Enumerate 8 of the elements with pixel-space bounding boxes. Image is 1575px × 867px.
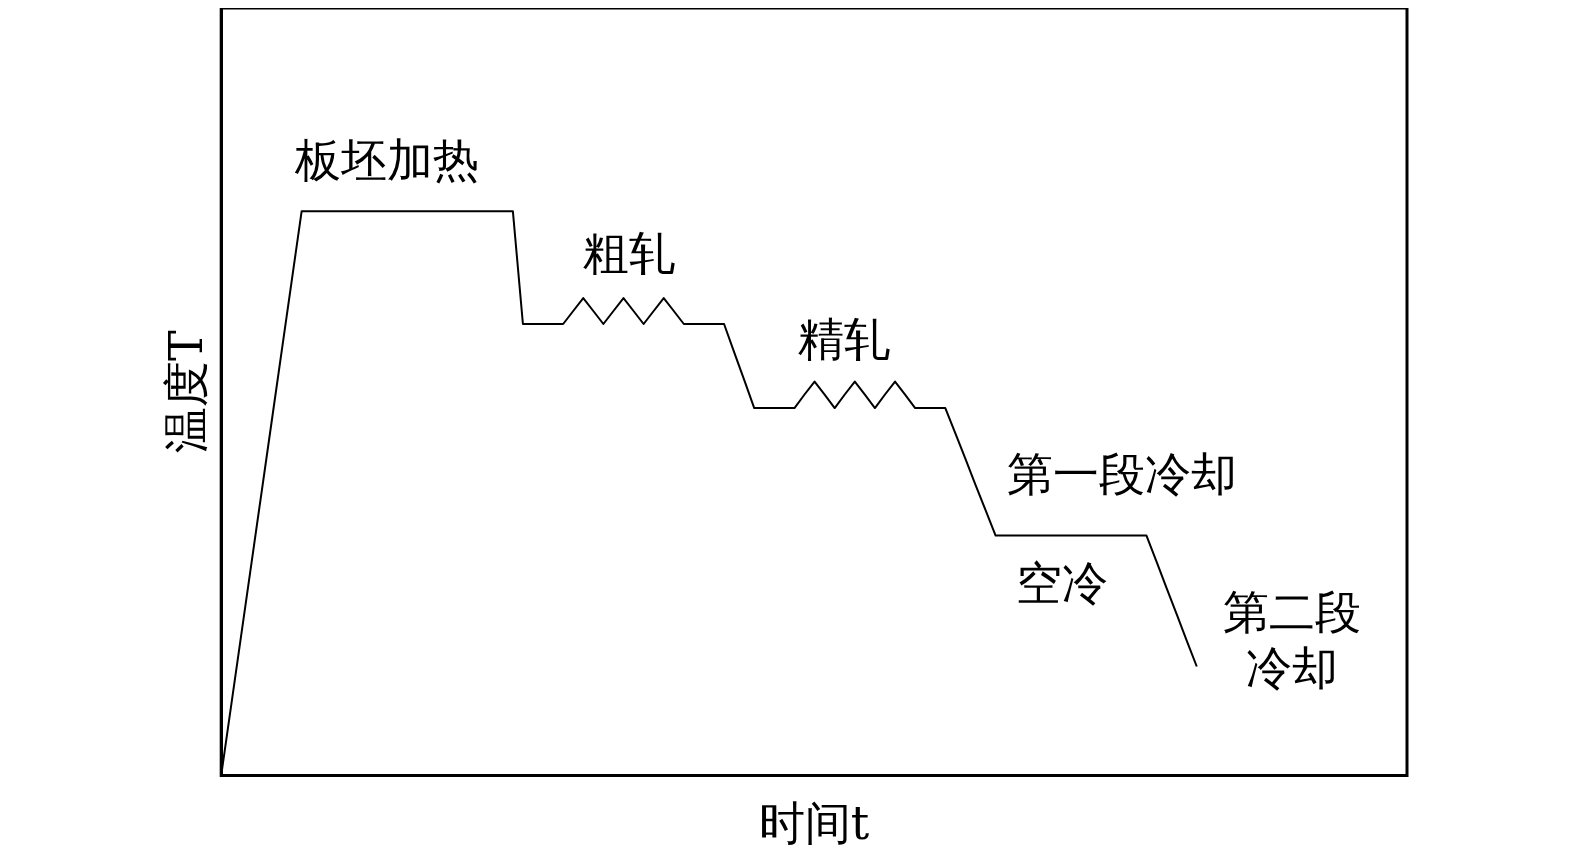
text: 板坯加热	[294, 132, 480, 187]
annotation: 第一段冷却	[1007, 447, 1238, 502]
y-axis-title: 温度T	[158, 330, 213, 454]
x-axis-title: 时间t	[758, 796, 870, 851]
annotation: 空冷	[1015, 556, 1108, 611]
annotation: 精轧	[797, 312, 890, 367]
text: 第二段冷却	[1222, 585, 1361, 696]
annotation: 粗轧	[583, 226, 676, 281]
